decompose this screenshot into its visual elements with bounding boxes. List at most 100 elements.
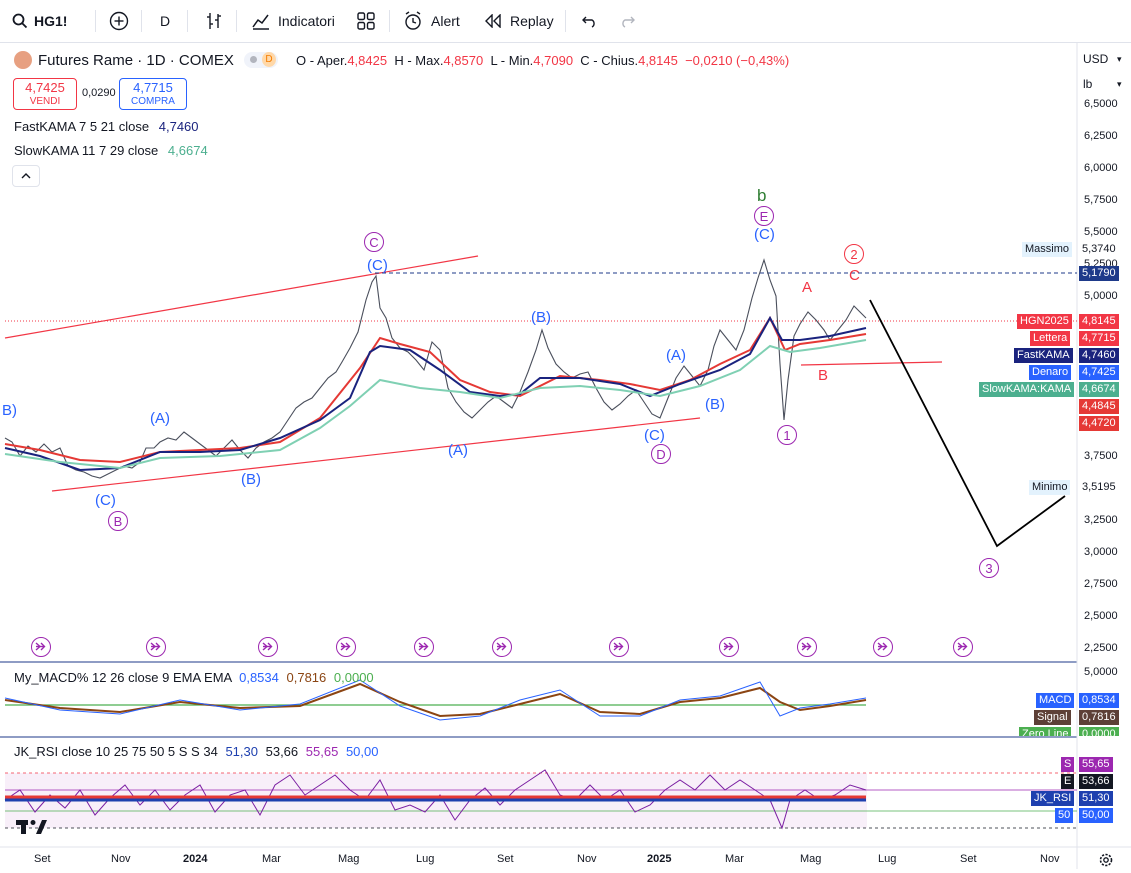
redo-button[interactable] bbox=[618, 0, 636, 42]
bars-chart-icon bbox=[204, 11, 224, 31]
price-tick: 6,2500 bbox=[1084, 130, 1118, 142]
rsi-value-3: 55,65 bbox=[305, 744, 339, 759]
sell-price: 4,7425 bbox=[25, 80, 65, 95]
divider bbox=[236, 10, 237, 32]
alarm-clock-icon bbox=[403, 11, 423, 31]
price-tick: 5,7500 bbox=[1084, 194, 1118, 206]
top-toolbar: HG1! D Indicatori Alert R bbox=[0, 0, 1131, 43]
divider bbox=[141, 10, 142, 32]
macd-line bbox=[4, 679, 867, 721]
macd-legend[interactable]: My_MACD% 12 26 close 9 EMA EMA 0,8534 0,… bbox=[14, 670, 374, 685]
replay-label: Replay bbox=[510, 13, 554, 29]
rsi-e-tag-label: E bbox=[1061, 774, 1075, 789]
close-label: C - Chius. bbox=[580, 53, 639, 68]
massimo-value: 5,3740 bbox=[1082, 243, 1116, 255]
rsi-e-tag-value: 53,66 bbox=[1079, 774, 1113, 789]
slowkama-tag-value: 4,6674 bbox=[1079, 382, 1119, 397]
event-marker-icon[interactable] bbox=[258, 637, 278, 657]
undo-button[interactable] bbox=[581, 0, 599, 42]
event-marker-icon[interactable] bbox=[609, 637, 629, 657]
event-marker-icon[interactable] bbox=[492, 637, 512, 657]
wave-label-c-paren: (C) bbox=[367, 257, 388, 274]
projection-path bbox=[869, 299, 1066, 548]
forward-arrow-icon bbox=[340, 642, 351, 651]
slowkama-value: 4,6674 bbox=[167, 143, 208, 158]
time-tick: Mag bbox=[338, 853, 360, 865]
fastkama-label: FastKAMA 7 5 21 close bbox=[14, 119, 150, 134]
price-tick: 6,5000 bbox=[1084, 98, 1118, 110]
settings-button[interactable] bbox=[1098, 852, 1114, 868]
price-tick: 2,7500 bbox=[1084, 578, 1118, 590]
wave-label-b-mid: (B) bbox=[531, 309, 551, 326]
rsi-legend[interactable]: JK_RSI close 10 25 75 50 5 S S 34 51,30 … bbox=[14, 744, 379, 759]
divider bbox=[95, 10, 96, 32]
wave-label-b-red: B bbox=[818, 367, 829, 384]
forward-arrow-icon bbox=[723, 642, 734, 651]
alert-button[interactable]: Alert bbox=[403, 0, 460, 42]
symbol-search[interactable]: HG1! bbox=[12, 0, 67, 42]
indicators-button[interactable]: Indicatori bbox=[251, 0, 335, 42]
event-marker-icon[interactable] bbox=[873, 637, 893, 657]
slowkama-label: SlowKAMA 11 7 29 close bbox=[14, 143, 159, 158]
chart-title: Futures Rame · 1D · COMEX bbox=[38, 52, 234, 69]
unit-selector[interactable]: USD ▾ lb ▾ bbox=[1077, 48, 1131, 94]
plus-circle-icon bbox=[109, 11, 129, 31]
slowkama-legend[interactable]: SlowKAMA 11 7 29 close 4,6674 bbox=[14, 143, 208, 158]
rsi-value-1: 51,30 bbox=[225, 744, 258, 759]
time-tick: Mar bbox=[262, 853, 281, 865]
redo-icon bbox=[618, 14, 636, 28]
rsi-s-tag-value: 55,65 bbox=[1079, 757, 1113, 772]
trendline-lower bbox=[51, 417, 701, 492]
forward-arrow-icon bbox=[418, 642, 429, 651]
event-marker-icon[interactable] bbox=[797, 637, 817, 657]
macd-tag-label: MACD bbox=[1036, 693, 1075, 708]
search-icon bbox=[12, 13, 28, 29]
layouts-button[interactable] bbox=[357, 0, 375, 42]
trendline-upper bbox=[4, 255, 479, 339]
rewind-icon bbox=[484, 14, 502, 28]
event-marker-icon[interactable] bbox=[336, 637, 356, 657]
wave-label-c-left: (C) bbox=[95, 492, 116, 509]
undo-icon bbox=[581, 14, 599, 28]
sell-label: VENDI bbox=[29, 96, 61, 107]
open-label: O - Aper. bbox=[296, 53, 348, 68]
copper-logo-icon bbox=[14, 51, 32, 69]
forward-arrow-icon bbox=[877, 642, 888, 651]
lettera-label: Lettera bbox=[1030, 331, 1071, 346]
fastkama-line bbox=[4, 315, 867, 472]
buy-button[interactable]: 4,7715 COMPRA bbox=[119, 78, 187, 110]
price-tick: 5,0000 bbox=[1084, 290, 1118, 302]
low-label: L - Min. bbox=[490, 53, 534, 68]
chart-type-button[interactable] bbox=[204, 0, 224, 42]
alert-label: Alert bbox=[431, 13, 460, 29]
massimo-label: Massimo bbox=[1022, 242, 1073, 257]
fastkama-legend[interactable]: FastKAMA 7 5 21 close 4,7460 bbox=[14, 119, 199, 134]
time-tick: Mar bbox=[725, 853, 744, 865]
event-marker-icon[interactable] bbox=[31, 637, 51, 657]
forward-arrow-icon bbox=[957, 642, 968, 651]
status-badge: D bbox=[244, 52, 278, 68]
jk-rsi-tag-value: 51,30 bbox=[1079, 791, 1113, 806]
event-marker-icon[interactable] bbox=[414, 637, 434, 657]
high-value: 4,8570 bbox=[443, 53, 484, 68]
wave-label-b: b bbox=[757, 186, 767, 205]
event-marker-icon[interactable] bbox=[953, 637, 973, 657]
wave-label-b-edge: B) bbox=[2, 402, 17, 419]
replay-button[interactable]: Replay bbox=[484, 0, 554, 42]
wave-label-b-right: (B) bbox=[705, 396, 725, 413]
chart-canvas[interactable] bbox=[0, 42, 1131, 869]
event-marker-icon[interactable] bbox=[146, 637, 166, 657]
sell-button[interactable]: 4,7425 VENDI bbox=[13, 78, 77, 110]
add-symbol-button[interactable] bbox=[109, 0, 129, 42]
symbol-label: HG1! bbox=[34, 13, 68, 29]
macd-value-3: 0,0000 bbox=[333, 670, 374, 685]
collapse-legend-button[interactable] bbox=[12, 165, 40, 187]
tradingview-logo[interactable] bbox=[16, 818, 48, 834]
macd-axis-tick: 5,0000 bbox=[1084, 666, 1118, 678]
interval-button[interactable]: D bbox=[160, 0, 170, 42]
rsi-s-tag-label: S bbox=[1061, 757, 1075, 772]
event-marker-icon[interactable] bbox=[719, 637, 739, 657]
macd-value-2: 0,7816 bbox=[286, 670, 327, 685]
gear-icon bbox=[1099, 853, 1113, 867]
macd-tag-value: 0,8534 bbox=[1079, 693, 1119, 708]
